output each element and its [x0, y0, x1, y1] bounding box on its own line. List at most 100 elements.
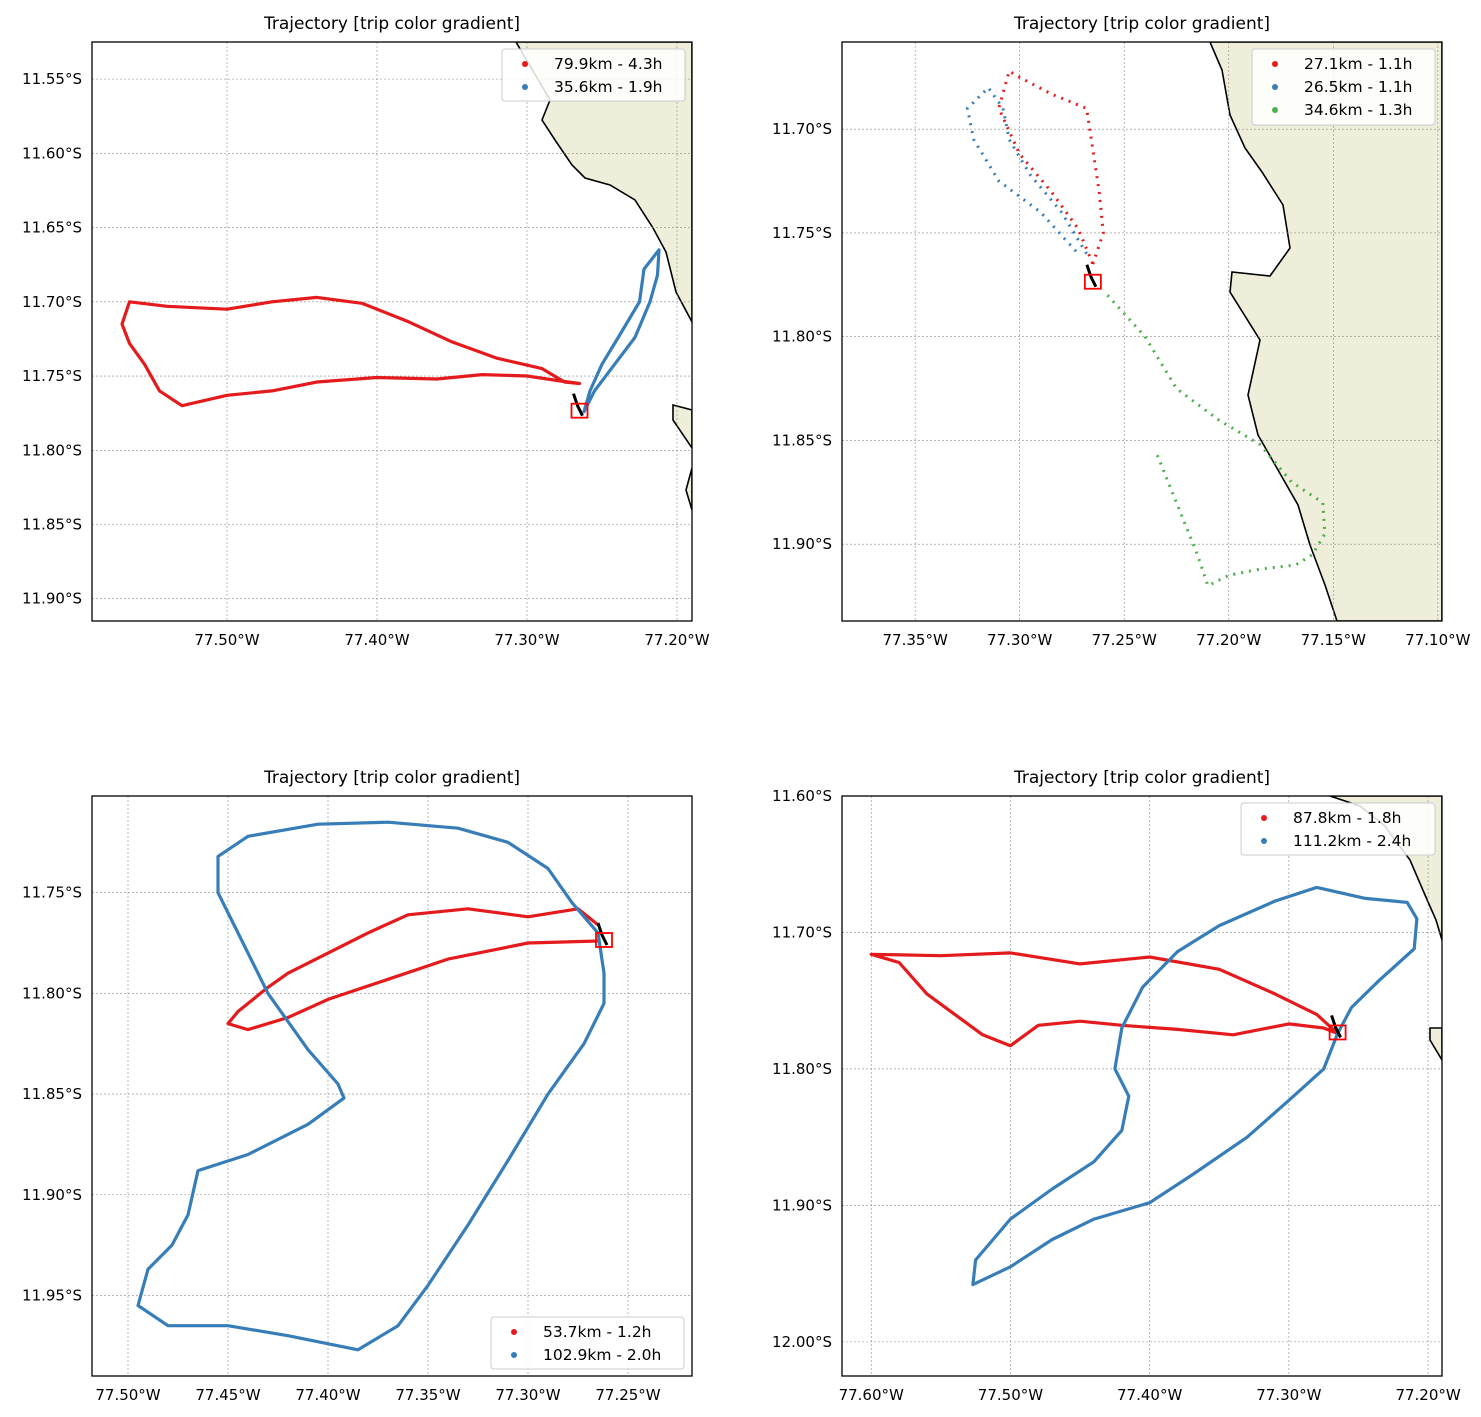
plot-area	[842, 42, 1442, 621]
legend-marker	[511, 1352, 517, 1358]
legend-box	[1240, 802, 1436, 856]
plot-area	[92, 796, 692, 1376]
y-tick-label: 11.65°S	[22, 219, 82, 237]
y-tick-label: 11.70°S	[772, 120, 832, 138]
y-tick-label: 11.90°S	[22, 1186, 82, 1204]
y-tick-label: 11.95°S	[22, 1286, 82, 1304]
x-tick-label: 77.35°W	[395, 1386, 460, 1404]
trajectory-2	[971, 885, 1419, 1287]
land-2	[672, 403, 692, 450]
base-marker	[1328, 1024, 1347, 1041]
x-tick-label: 77.10°W	[1405, 631, 1470, 649]
axes-frame	[91, 41, 693, 622]
x-tick-label: 77.30°W	[495, 1386, 560, 1404]
legend-label: 26.5km - 1.1h	[1304, 78, 1413, 96]
chart-title: Trajectory [trip color gradient]	[263, 14, 520, 34]
legend-label: 27.1km - 1.1h	[1304, 55, 1413, 73]
x-tick-label: 77.40°W	[295, 1386, 360, 1404]
x-tick-label: 77.50°W	[95, 1386, 160, 1404]
x-tick-label: 77.60°W	[839, 1386, 904, 1404]
x-tick-label: 77.20°W	[1196, 631, 1261, 649]
y-tick-label: 11.60°S	[772, 787, 832, 805]
y-tick-label: 11.70°S	[772, 923, 832, 941]
x-tick-label: 77.15°W	[1301, 631, 1366, 649]
y-tick-label: 11.90°S	[772, 535, 832, 553]
x-tick-label: 77.40°W	[1117, 1386, 1182, 1404]
legend-label: 34.6km - 1.3h	[1304, 101, 1413, 119]
legend-marker	[1261, 815, 1267, 821]
panel-1: 77.50°W 77.40°W 77.30°W 77.20°W 11.55°S 11.60…	[22, 14, 710, 649]
trajectory-1	[869, 951, 1340, 1048]
legend-box	[501, 48, 686, 102]
y-tick-label: 11.75°S	[22, 884, 82, 902]
trajectory-2	[965, 85, 1088, 255]
base-marker	[570, 402, 589, 419]
y-tick-label: 11.85°S	[22, 516, 82, 534]
legend-box	[490, 1316, 685, 1370]
y-tick-label: 11.80°S	[22, 441, 82, 459]
y-tick-label: 11.80°S	[772, 328, 832, 346]
x-tick-label: 77.20°W	[1395, 1386, 1460, 1404]
trajectory-1	[120, 295, 582, 408]
x-tick-label: 77.25°W	[1092, 631, 1157, 649]
x-tick-label: 77.50°W	[194, 631, 259, 649]
legend: 53.7km - 1.2h 102.9km - 2.0h	[490, 1316, 685, 1370]
base-track	[1085, 264, 1098, 288]
y-tick-label: 11.55°S	[22, 70, 82, 88]
trajectory-2	[136, 820, 606, 1352]
axes-frame	[841, 795, 1443, 1377]
legend-marker	[522, 84, 528, 90]
legend-marker	[511, 1329, 517, 1335]
chart-title: Trajectory [trip color gradient]	[1013, 14, 1270, 34]
land-1	[515, 42, 692, 323]
y-tick-label: 11.85°S	[772, 431, 832, 449]
x-tick-label: 77.20°W	[644, 631, 709, 649]
base-track	[572, 393, 584, 417]
trajectory-1	[997, 68, 1105, 265]
y-tick-label: 11.75°S	[22, 367, 82, 385]
y-tick-label: 12.00°S	[772, 1333, 832, 1351]
x-tick-label: 77.35°W	[883, 631, 948, 649]
x-tick-label: 77.25°W	[595, 1386, 660, 1404]
legend-label: 79.9km - 4.3h	[554, 55, 663, 73]
y-tick-label: 11.80°S	[772, 1060, 832, 1078]
plot-area	[842, 796, 1442, 1376]
x-tick-label: 77.45°W	[195, 1386, 260, 1404]
y-tick-label: 11.60°S	[22, 144, 82, 162]
legend-marker	[1272, 107, 1278, 113]
legend-label: 111.2km - 2.4h	[1293, 832, 1411, 850]
base-marker	[595, 932, 613, 948]
chart-title: Trajectory [trip color gradient]	[1013, 768, 1270, 788]
legend-marker	[522, 61, 528, 67]
x-tick-label: 77.30°W	[987, 631, 1052, 649]
legend-label: 102.9km - 2.0h	[543, 1346, 661, 1364]
land-2	[1429, 1027, 1442, 1062]
axes-frame	[91, 795, 693, 1377]
y-tick-label: 11.70°S	[22, 293, 82, 311]
legend: 27.1km - 1.1h 26.5km - 1.1h 34.6km - 1.3h	[1251, 48, 1436, 126]
legend-label: 87.8km - 1.8h	[1293, 809, 1402, 827]
y-tick-label: 11.75°S	[772, 224, 832, 242]
plot-area	[92, 42, 692, 621]
legend-marker	[1272, 84, 1278, 90]
legend: 79.9km - 4.3h 35.6km - 1.9h	[501, 48, 686, 102]
legend: 87.8km - 1.8h 111.2km - 2.4h	[1240, 802, 1436, 856]
trajectory-2	[582, 248, 661, 414]
trajectory-1	[226, 907, 600, 1032]
x-tick-label: 77.30°W	[1256, 1386, 1321, 1404]
axes-frame	[841, 41, 1443, 622]
x-tick-label: 77.30°W	[494, 631, 559, 649]
panel-2: 77.35°W 77.30°W 77.25°W 77.20°W 77.15°W 77.10…	[772, 14, 1471, 649]
base-track	[596, 922, 609, 946]
x-tick-label: 77.50°W	[978, 1386, 1043, 1404]
y-tick-label: 11.90°S	[22, 590, 82, 608]
land-1	[1209, 42, 1442, 621]
base-marker	[1083, 273, 1102, 290]
panel-4: 77.60°W 77.50°W 77.40°W 77.30°W 77.20°W 11.60…	[772, 768, 1461, 1404]
legend-label: 35.6km - 1.9h	[554, 78, 663, 96]
land-3	[685, 467, 692, 511]
legend-marker	[1261, 838, 1267, 844]
y-tick-label: 11.85°S	[22, 1085, 82, 1103]
panel-3: 77.50°W 77.45°W 77.40°W 77.35°W 77.30°W 77.25…	[22, 768, 693, 1404]
